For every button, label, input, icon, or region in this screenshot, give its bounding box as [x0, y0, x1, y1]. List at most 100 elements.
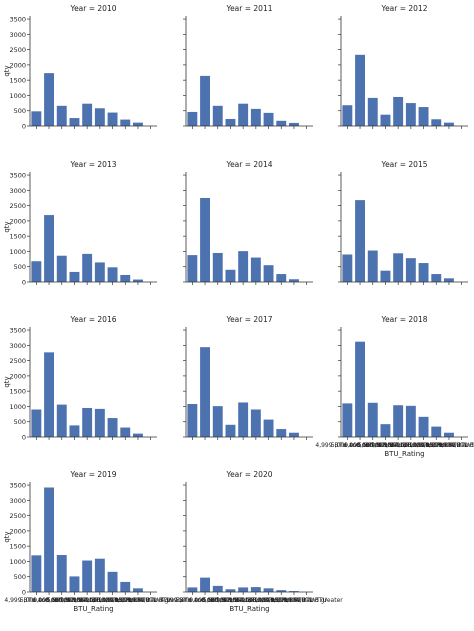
bar	[225, 589, 236, 592]
y-tick-label: 1000	[9, 92, 26, 100]
y-tick-label: 3500	[9, 172, 26, 180]
bar	[342, 105, 353, 126]
bar	[31, 261, 42, 282]
bar	[225, 269, 236, 282]
bar	[263, 265, 274, 282]
bar	[289, 279, 299, 282]
y-tick-label: 3000	[9, 31, 26, 39]
bar	[212, 585, 223, 592]
bar	[263, 112, 274, 126]
bar	[289, 591, 299, 592]
bar	[238, 251, 249, 282]
y-tick-label: 3000	[9, 342, 26, 350]
bar	[82, 253, 93, 282]
bar	[405, 405, 416, 437]
bar	[107, 571, 118, 592]
bar	[263, 419, 274, 437]
x-tick-label: 20,000 to 24,999 BTU	[261, 597, 327, 604]
bar	[212, 105, 223, 126]
y-tick-label: 500	[14, 573, 26, 581]
x-axis-label: BTU_Rating	[229, 605, 269, 613]
bar	[431, 274, 442, 282]
facet-title: Year = 2020	[225, 470, 272, 479]
y-tick-label: 1000	[9, 558, 26, 566]
x-tick-label: 4,999 BTU and under	[315, 442, 379, 449]
x-tick-label: 8,000 to 9,999 BTU	[201, 597, 259, 604]
x-tick-label: 16,000 to 19,999 BTU	[248, 597, 314, 604]
y-tick-label: 3000	[9, 187, 26, 195]
bar	[250, 587, 261, 592]
bar	[120, 581, 131, 592]
bar	[69, 576, 80, 592]
y-tick-label: 2000	[9, 527, 26, 535]
x-tick-label: 4,999 BTU and under	[4, 597, 68, 604]
x-tick-label: 5,000 to 5,999 BTU	[176, 597, 234, 604]
bar	[418, 416, 429, 437]
bar	[69, 271, 80, 282]
bar	[431, 426, 442, 437]
y-tick-label: 2500	[9, 512, 26, 520]
x-tick-label: 10,000 to 11,999 BTU	[54, 597, 120, 604]
bar	[355, 341, 366, 437]
facet-title: Year = 2018	[380, 315, 427, 324]
bar	[69, 425, 80, 437]
y-tick-label: 500	[14, 263, 26, 271]
x-tick-label: 5,000 to 5,999 BTU	[20, 597, 78, 604]
bar	[44, 73, 55, 126]
bar	[380, 114, 391, 126]
bar	[212, 252, 223, 282]
y-tick-label: 0	[22, 279, 26, 287]
bar	[133, 588, 143, 592]
bar	[250, 108, 261, 126]
bar	[200, 577, 211, 592]
y-tick-label: 3000	[9, 497, 26, 505]
facet-panel: Year = 2014	[183, 160, 313, 285]
facet-panel: Year = 2017	[183, 315, 313, 440]
bar	[187, 587, 198, 592]
x-tick-label: 12,000 to 13,999 BTU	[67, 597, 133, 604]
x-tick-label: 25,000 BTU and greater	[271, 597, 344, 604]
facet-panel: Year = 2012	[338, 4, 468, 129]
bar	[31, 555, 42, 592]
facet-panel: Year = 2011	[183, 4, 313, 129]
y-axis-label: qty	[3, 531, 11, 542]
bar	[263, 588, 274, 592]
bar	[69, 118, 80, 126]
y-axis-label: qty	[3, 221, 11, 232]
x-tick-label: 6,000 to 7,999 BTU	[189, 597, 247, 604]
bar	[342, 403, 353, 437]
bar	[250, 409, 261, 437]
bar	[276, 590, 287, 592]
bar	[418, 263, 429, 282]
bar	[31, 409, 42, 437]
bar	[276, 429, 287, 437]
bar	[276, 120, 287, 126]
y-tick-label: 2500	[9, 46, 26, 54]
bar	[120, 119, 131, 126]
facet-panel: Year = 2015	[338, 160, 468, 285]
bar	[44, 487, 55, 592]
bar	[367, 402, 378, 437]
bar	[405, 103, 416, 126]
bar	[380, 424, 391, 437]
facet-title: Year = 2012	[380, 4, 427, 13]
bar	[276, 274, 287, 282]
facet-panel: Year = 2016 0 500 1000 1500 2000 2500 3000 3500 q…	[3, 315, 157, 442]
bar	[200, 347, 211, 437]
x-tick-label: 8,000 to 9,999 BTU	[356, 442, 414, 449]
bar	[107, 267, 118, 282]
y-axis-label: qty	[3, 65, 11, 76]
bar	[56, 404, 67, 437]
bar	[120, 427, 131, 437]
facet-panel: Year = 2010 0 500 1000 1500 2000 2500 3000 3500 q…	[3, 4, 157, 131]
facet-panel: Year = 2013 0 500 1000 1500 2000 2500 3000 3500 q…	[3, 160, 157, 287]
bar	[31, 111, 42, 126]
y-tick-label: 0	[22, 589, 26, 597]
x-tick-label: 25,000 BTU and greater	[426, 442, 474, 449]
facet-title: Year = 2017	[225, 315, 272, 324]
x-tick-label: 4,999 BTU and under	[160, 597, 224, 604]
bar	[238, 103, 249, 126]
facet-panel: Year = 2019 0 500 1000 1500 2000 2500 3000 3500 q…	[3, 470, 187, 613]
